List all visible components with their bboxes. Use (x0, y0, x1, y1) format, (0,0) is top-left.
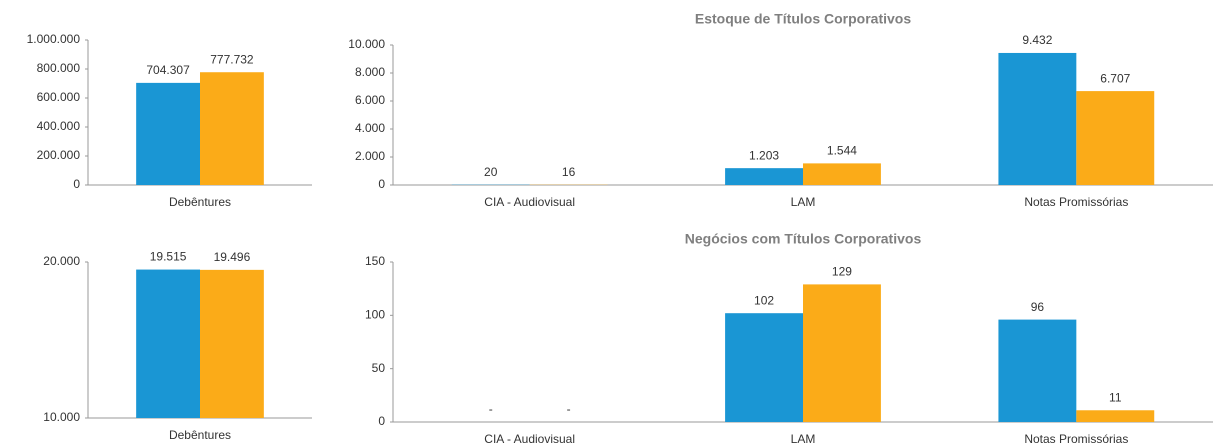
x-tick-label: Debêntures (169, 195, 231, 209)
value-label: 16 (562, 165, 576, 179)
chart-title: Negócios com Títulos Corporativos (685, 231, 922, 247)
x-tick-label: LAM (791, 195, 816, 209)
value-label: - (567, 402, 571, 416)
y-tick-label: 200.000 (37, 148, 81, 162)
bar (998, 319, 1077, 422)
bar (136, 269, 200, 418)
y-tick-label: 10.000 (43, 410, 80, 424)
x-tick-label: CIA - Audiovisual (484, 432, 575, 446)
value-label: 102 (754, 293, 774, 307)
x-tick-label: CIA - Audiovisual (484, 195, 575, 209)
value-label: 96 (1031, 300, 1045, 314)
bar (200, 72, 264, 185)
y-tick-label: 1.000.000 (27, 32, 81, 46)
y-tick-label: 800.000 (37, 61, 81, 75)
x-tick-label: Debêntures (169, 428, 231, 442)
value-label: 1.203 (749, 148, 779, 162)
y-tick-label: 400.000 (37, 119, 81, 133)
bar (998, 52, 1077, 186)
y-tick-label: 150 (365, 254, 385, 268)
bar (803, 284, 881, 422)
y-tick-label: 6.000 (355, 93, 385, 107)
bar (725, 313, 803, 422)
x-tick-label: Notas Promissórias (1024, 195, 1128, 209)
value-label: 20 (484, 165, 498, 179)
value-label: 129 (832, 265, 852, 279)
y-tick-label: 100 (365, 308, 385, 322)
x-tick-label: LAM (791, 432, 816, 446)
value-label: 6.707 (1100, 71, 1130, 85)
y-tick-label: 0 (73, 177, 80, 191)
bar (1076, 91, 1155, 185)
value-label: 1.544 (827, 144, 857, 158)
y-tick-label: 8.000 (355, 65, 385, 79)
bar (136, 82, 200, 185)
y-tick-label: 4.000 (355, 121, 385, 135)
chart-title: Estoque de Títulos Corporativos (695, 11, 911, 27)
y-tick-label: 50 (372, 361, 386, 375)
value-label: 19.515 (150, 250, 187, 264)
y-tick-label: 600.000 (37, 90, 81, 104)
bar (725, 168, 803, 185)
x-tick-label: Notas Promissórias (1024, 432, 1128, 446)
y-tick-label: 2.000 (355, 149, 385, 163)
y-tick-label: 20.000 (43, 254, 80, 268)
value-label: 777.732 (210, 52, 254, 66)
value-label: 19.496 (214, 250, 251, 264)
value-label: 9.432 (1022, 33, 1052, 47)
bar (1076, 410, 1155, 422)
y-tick-label: 10.000 (348, 37, 385, 51)
value-label: 11 (1109, 390, 1122, 404)
y-tick-label: 0 (378, 177, 385, 191)
value-label: - (489, 402, 493, 416)
bar (803, 163, 881, 185)
y-tick-label: 0 (378, 414, 385, 428)
bar (200, 269, 264, 418)
value-label: 704.307 (146, 63, 190, 77)
